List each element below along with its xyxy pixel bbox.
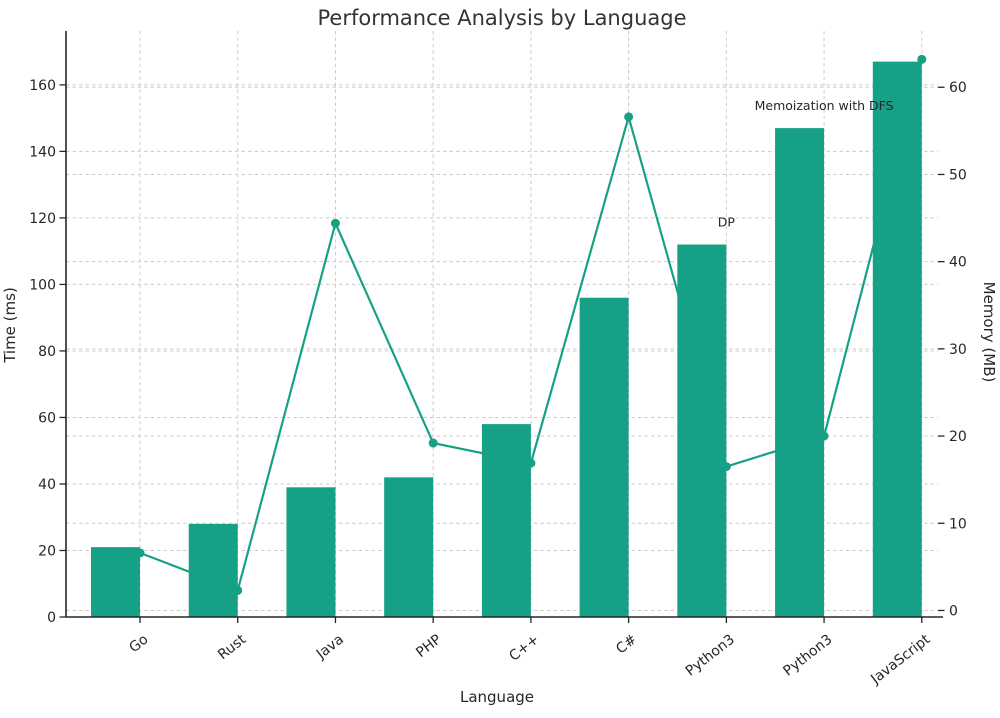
right-tick-label-0: 0 [949, 603, 958, 619]
marker-go-0 [135, 548, 145, 558]
bar-c-5 [579, 297, 629, 617]
marker-c-5 [624, 112, 634, 122]
marker-c-4 [526, 458, 536, 468]
bar-c-4 [481, 424, 531, 617]
left-tick-label-160: 160 [29, 78, 56, 94]
marker-java-2 [330, 218, 340, 228]
x-tick-label-php-3: PHP [413, 632, 444, 661]
x-tick-label-rust-1: Rust [215, 631, 249, 663]
left-tick-label-80: 80 [38, 344, 56, 360]
marker-rust-1 [233, 585, 243, 595]
right-tick-label-10: 10 [949, 516, 967, 532]
x-tick-label-c-4: C++ [506, 632, 542, 665]
x-tick-label-python3-7: Python3 [780, 632, 835, 680]
x-tick-label-go-0: Go [126, 632, 151, 657]
x-tick-label-java-2: Java [313, 632, 347, 663]
marker-python3-7 [819, 431, 829, 441]
time-bars [91, 61, 922, 618]
bar-python3-7 [775, 128, 825, 617]
bar-javascript-8 [872, 61, 922, 618]
annotation-0: DP [718, 215, 736, 230]
left-tick-label-120: 120 [29, 211, 56, 227]
right-y-axis-label: Memory (MB) [980, 282, 998, 383]
left-tick-label-40: 40 [38, 477, 56, 493]
bar-java-2 [286, 487, 336, 617]
marker-javascript-8 [917, 54, 927, 64]
right-tick-label-50: 50 [949, 167, 967, 183]
x-axis-label: Language [460, 688, 534, 706]
x-tick-label-c-5: C# [613, 632, 640, 658]
bar-go-0 [91, 547, 140, 617]
x-tick-label-python3-6: Python3 [683, 632, 738, 680]
axis-spines [65, 31, 943, 618]
right-tick-label-30: 30 [949, 342, 967, 358]
right-tick-label-40: 40 [949, 255, 967, 271]
marker-python3-6 [721, 462, 731, 472]
left-tick-label-100: 100 [29, 277, 56, 293]
right-tick-label-20: 20 [949, 429, 967, 445]
left-y-axis-label: Time (ms) [1, 287, 19, 364]
bar-rust-1 [188, 523, 238, 617]
chart-title: Performance Analysis by Language [317, 6, 686, 30]
bar-annotations: DP Memoization with DFS [718, 98, 894, 229]
left-tick-label-20: 20 [38, 543, 56, 559]
right-tick-label-60: 60 [949, 80, 967, 96]
bar-php-3 [384, 477, 434, 617]
bar-python3-6 [677, 244, 727, 617]
marker-php-3 [428, 438, 438, 448]
x-tick-label-javascript-8: JavaScript [867, 631, 933, 688]
left-tick-label-140: 140 [29, 144, 56, 160]
axis-ticks [59, 84, 945, 623]
left-tick-label-60: 60 [38, 410, 56, 426]
annotation-1: Memoization with DFS [755, 98, 894, 113]
left-tick-label-0: 0 [47, 610, 56, 626]
memory-line-markers [135, 54, 927, 595]
